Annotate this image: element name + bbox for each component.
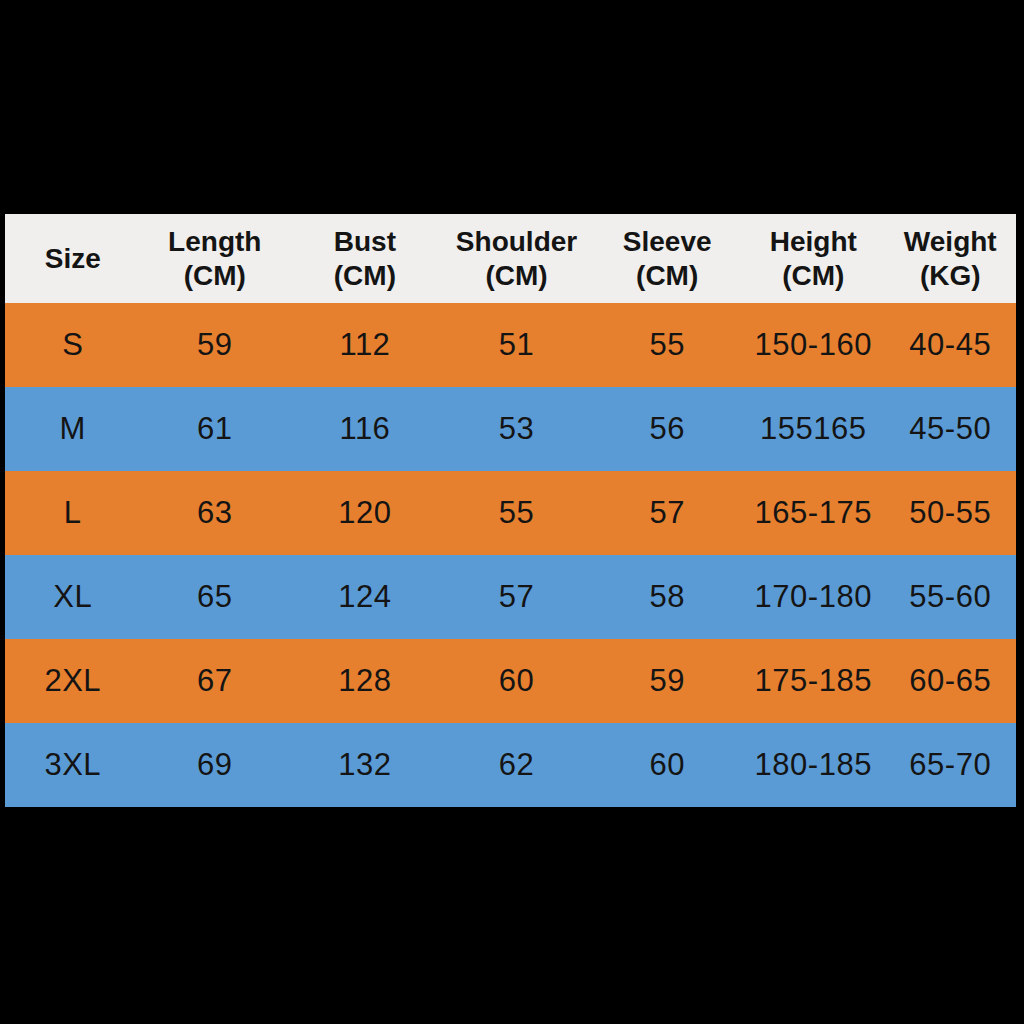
header-length-line2: (CM) bbox=[140, 259, 289, 293]
cell-length: 67 bbox=[140, 639, 289, 723]
header-sleeve-line1: Sleeve bbox=[592, 225, 742, 259]
header-sleeve: Sleeve (CM) bbox=[592, 214, 742, 303]
header-row: Size Length (CM) Bust (CM) Shoulder (CM) bbox=[5, 214, 1016, 303]
header-height: Height (CM) bbox=[742, 214, 885, 303]
cell-height: 155165 bbox=[742, 387, 885, 471]
header-length-line1: Length bbox=[140, 225, 289, 259]
cell-shoulder: 62 bbox=[441, 723, 593, 807]
cell-size: 2XL bbox=[5, 639, 140, 723]
header-size-line1: Size bbox=[5, 242, 140, 276]
header-bust: Bust (CM) bbox=[289, 214, 441, 303]
cell-bust: 128 bbox=[289, 639, 441, 723]
header-bust-line2: (CM) bbox=[289, 259, 441, 293]
cell-shoulder: 55 bbox=[441, 471, 593, 555]
cell-sleeve: 60 bbox=[592, 723, 742, 807]
cell-shoulder: 53 bbox=[441, 387, 593, 471]
cell-size: S bbox=[5, 303, 140, 387]
cell-sleeve: 58 bbox=[592, 555, 742, 639]
cell-weight: 60-65 bbox=[885, 639, 1016, 723]
table-row-l: L 63 120 55 57 165-175 50-55 bbox=[5, 471, 1016, 555]
cell-size: L bbox=[5, 471, 140, 555]
cell-sleeve: 56 bbox=[592, 387, 742, 471]
size-chart: Size Length (CM) Bust (CM) Shoulder (CM) bbox=[5, 214, 1016, 807]
header-shoulder-line2: (CM) bbox=[441, 259, 593, 293]
header-height-line2: (CM) bbox=[742, 259, 885, 293]
cell-length: 65 bbox=[140, 555, 289, 639]
header-sleeve-line2: (CM) bbox=[592, 259, 742, 293]
cell-bust: 124 bbox=[289, 555, 441, 639]
cell-sleeve: 57 bbox=[592, 471, 742, 555]
cell-bust: 120 bbox=[289, 471, 441, 555]
cell-shoulder: 51 bbox=[441, 303, 593, 387]
cell-shoulder: 60 bbox=[441, 639, 593, 723]
cell-sleeve: 55 bbox=[592, 303, 742, 387]
cell-height: 170-180 bbox=[742, 555, 885, 639]
cell-bust: 132 bbox=[289, 723, 441, 807]
table-row-xl: XL 65 124 57 58 170-180 55-60 bbox=[5, 555, 1016, 639]
cell-length: 59 bbox=[140, 303, 289, 387]
cell-shoulder: 57 bbox=[441, 555, 593, 639]
header-shoulder-line1: Shoulder bbox=[441, 225, 593, 259]
cell-weight: 40-45 bbox=[885, 303, 1016, 387]
cell-height: 150-160 bbox=[742, 303, 885, 387]
table-row-3xl: 3XL 69 132 62 60 180-185 65-70 bbox=[5, 723, 1016, 807]
size-chart-table: Size Length (CM) Bust (CM) Shoulder (CM) bbox=[5, 214, 1016, 807]
cell-height: 180-185 bbox=[742, 723, 885, 807]
header-bust-line1: Bust bbox=[289, 225, 441, 259]
cell-length: 63 bbox=[140, 471, 289, 555]
page-background: Size Length (CM) Bust (CM) Shoulder (CM) bbox=[0, 0, 1024, 1024]
table-row-2xl: 2XL 67 128 60 59 175-185 60-65 bbox=[5, 639, 1016, 723]
header-height-line1: Height bbox=[742, 225, 885, 259]
table-row-s: S 59 112 51 55 150-160 40-45 bbox=[5, 303, 1016, 387]
cell-length: 69 bbox=[140, 723, 289, 807]
cell-size: 3XL bbox=[5, 723, 140, 807]
table-row-m: M 61 116 53 56 155165 45-50 bbox=[5, 387, 1016, 471]
cell-weight: 65-70 bbox=[885, 723, 1016, 807]
cell-weight: 50-55 bbox=[885, 471, 1016, 555]
cell-weight: 45-50 bbox=[885, 387, 1016, 471]
cell-size: XL bbox=[5, 555, 140, 639]
header-length: Length (CM) bbox=[140, 214, 289, 303]
cell-weight: 55-60 bbox=[885, 555, 1016, 639]
cell-bust: 112 bbox=[289, 303, 441, 387]
header-weight-line2: (KG) bbox=[885, 259, 1016, 293]
header-weight: Weight (KG) bbox=[885, 214, 1016, 303]
cell-sleeve: 59 bbox=[592, 639, 742, 723]
cell-length: 61 bbox=[140, 387, 289, 471]
cell-bust: 116 bbox=[289, 387, 441, 471]
header-size: Size bbox=[5, 214, 140, 303]
cell-size: M bbox=[5, 387, 140, 471]
cell-height: 165-175 bbox=[742, 471, 885, 555]
header-weight-line1: Weight bbox=[885, 225, 1016, 259]
cell-height: 175-185 bbox=[742, 639, 885, 723]
header-shoulder: Shoulder (CM) bbox=[441, 214, 593, 303]
